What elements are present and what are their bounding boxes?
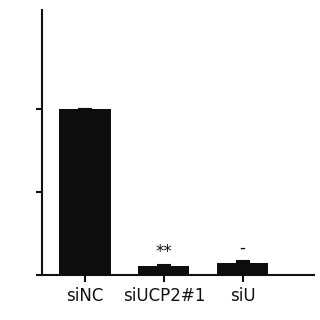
Bar bbox=[138, 266, 189, 275]
Text: **: ** bbox=[156, 243, 172, 260]
Text: -: - bbox=[240, 239, 245, 257]
Bar bbox=[217, 263, 268, 275]
Bar bbox=[59, 109, 111, 275]
